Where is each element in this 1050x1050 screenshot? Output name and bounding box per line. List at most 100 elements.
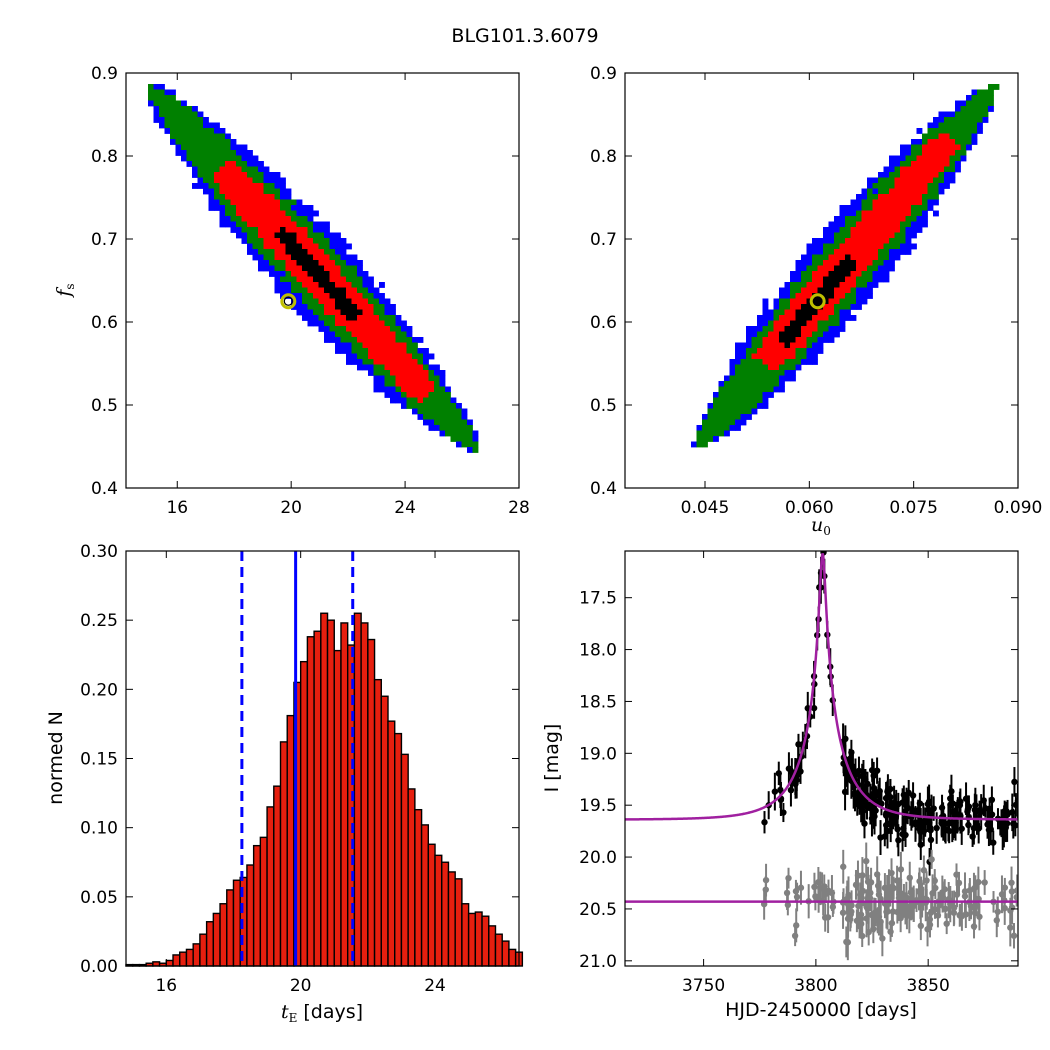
posterior-cell bbox=[806, 353, 813, 360]
best-fit-marker-inner bbox=[813, 296, 823, 306]
posterior-cell bbox=[302, 265, 308, 272]
posterior-cell bbox=[878, 254, 884, 261]
posterior-cell bbox=[285, 287, 292, 294]
posterior-cell bbox=[329, 304, 336, 310]
posterior-cell bbox=[817, 320, 824, 327]
posterior-cell bbox=[713, 419, 719, 426]
posterior-cell bbox=[894, 205, 901, 211]
posterior-cell bbox=[922, 183, 928, 189]
posterior-cell bbox=[905, 194, 912, 200]
posterior-cell bbox=[428, 397, 435, 404]
posterior-cell bbox=[236, 216, 242, 222]
posterior-cell bbox=[856, 210, 862, 217]
posterior-cell bbox=[252, 210, 259, 217]
posterior-cell bbox=[362, 282, 369, 288]
posterior-cell bbox=[850, 304, 857, 310]
posterior-cell bbox=[329, 265, 336, 272]
comparison-point bbox=[936, 901, 943, 909]
posterior-cell bbox=[417, 375, 424, 382]
posterior-cell bbox=[850, 232, 857, 239]
posterior-cell bbox=[291, 232, 297, 239]
posterior-cell bbox=[214, 183, 220, 189]
posterior-cell bbox=[412, 381, 418, 387]
comparison-point bbox=[903, 894, 910, 901]
posterior-cell bbox=[823, 249, 829, 255]
posterior-cell bbox=[318, 293, 325, 299]
posterior-cell bbox=[340, 304, 347, 310]
posterior-cell bbox=[390, 348, 396, 354]
posterior-cell bbox=[192, 144, 198, 151]
posterior-cell bbox=[872, 282, 879, 288]
posterior-cell bbox=[828, 232, 835, 239]
posterior-cell bbox=[905, 238, 912, 244]
posterior-cell bbox=[812, 254, 818, 261]
histogram-bar bbox=[326, 619, 335, 967]
posterior-cell bbox=[225, 183, 231, 189]
posterior-cell bbox=[867, 254, 873, 261]
posterior-cell bbox=[241, 144, 248, 151]
comparison-point bbox=[784, 901, 792, 909]
posterior-cell bbox=[982, 95, 989, 101]
posterior-cell bbox=[296, 271, 303, 277]
posterior-cell bbox=[784, 287, 791, 294]
posterior-cell bbox=[735, 348, 741, 354]
posterior-cell bbox=[401, 348, 407, 354]
posterior-cell bbox=[867, 216, 873, 222]
posterior-cell bbox=[351, 315, 358, 321]
posterior-cell bbox=[872, 216, 879, 222]
posterior-cell bbox=[219, 199, 226, 206]
posterior-cell bbox=[362, 315, 369, 321]
posterior-cell bbox=[159, 122, 165, 129]
posterior-cell bbox=[263, 249, 270, 255]
histogram-bar bbox=[306, 636, 315, 967]
posterior-cell bbox=[801, 331, 807, 338]
posterior-cell bbox=[186, 139, 193, 145]
posterior-cell bbox=[933, 117, 939, 123]
posterior-cell bbox=[280, 249, 286, 255]
posterior-cell bbox=[790, 298, 796, 305]
posterior-cell bbox=[883, 194, 890, 200]
posterior-cell bbox=[867, 194, 873, 200]
posterior-cell bbox=[230, 210, 237, 217]
posterior-cell bbox=[335, 260, 341, 266]
posterior-cell bbox=[302, 238, 308, 244]
posterior-cell bbox=[883, 260, 890, 266]
posterior-cell bbox=[795, 320, 802, 327]
posterior-cell bbox=[428, 419, 435, 426]
posterior-cell bbox=[406, 386, 413, 393]
posterior-cell bbox=[390, 364, 396, 371]
posterior-cell bbox=[225, 221, 231, 228]
posterior-cell bbox=[900, 227, 906, 233]
posterior-cell bbox=[302, 271, 308, 277]
posterior-cell bbox=[773, 342, 780, 349]
posterior-cell bbox=[850, 276, 857, 283]
posterior-cell bbox=[362, 359, 369, 365]
posterior-cell bbox=[252, 243, 259, 250]
posterior-cell bbox=[181, 144, 187, 151]
posterior-cell bbox=[274, 210, 281, 217]
posterior-cell bbox=[280, 276, 286, 283]
posterior-cell bbox=[801, 353, 807, 360]
posterior-cell bbox=[894, 216, 901, 222]
histogram-bar bbox=[165, 959, 174, 967]
posterior-cell bbox=[263, 177, 270, 184]
posterior-cell bbox=[927, 161, 934, 167]
posterior-cell bbox=[746, 414, 752, 420]
posterior-cell bbox=[153, 95, 160, 101]
posterior-cell bbox=[203, 144, 209, 151]
comparison-point bbox=[1001, 884, 1009, 891]
posterior-cell bbox=[269, 249, 275, 255]
posterior-cell bbox=[208, 205, 215, 211]
posterior-cell bbox=[834, 254, 840, 261]
posterior-cell bbox=[357, 315, 363, 321]
posterior-cell bbox=[197, 144, 204, 151]
posterior-cell bbox=[296, 232, 303, 239]
posterior-cell bbox=[916, 161, 923, 167]
posterior-cell bbox=[916, 150, 923, 156]
posterior-cell bbox=[241, 210, 248, 217]
posterior-cell bbox=[357, 287, 363, 294]
posterior-cell bbox=[307, 271, 314, 277]
posterior-cell bbox=[735, 386, 741, 393]
posterior-cell bbox=[445, 386, 451, 393]
posterior-cell bbox=[335, 238, 341, 244]
